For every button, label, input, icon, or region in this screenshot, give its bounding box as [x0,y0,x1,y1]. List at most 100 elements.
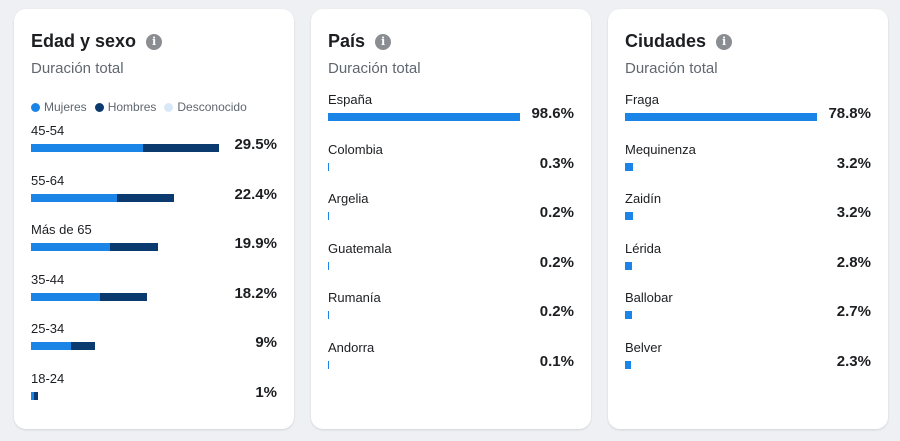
age-gender-title: Edad y sexo [31,31,137,51]
country-row-bar [328,212,329,221]
age-row-25-34: 25-34 9% [31,321,277,371]
city-bar-fill [625,162,633,171]
city-row-label: Lérida [625,240,662,256]
bar-segment-hombres [70,342,95,351]
age-row-35-44: 35-44 18.2% [31,272,277,322]
legend-dot-mujeres [31,102,40,112]
city-rows: Fraga 78.8% Mequinenza 3.2% Zaidín 3.2% Lérida… [625,92,871,390]
country-subtitle: Duración total [328,60,421,77]
age-row-bar [31,144,219,152]
city-row-value: 2.8% [836,253,871,271]
age-row-label: 45-54 [31,123,65,138]
age-gender-card: Edad y sexo i Duración total Mujeres Hom… [14,9,294,429]
country-row-value: 0.2% [539,204,574,222]
bar-segment-hombres [99,292,147,301]
city-row-value: 2.7% [836,303,871,321]
country-row: Guatemala 0.2% [328,241,574,291]
country-bar-fill [328,162,329,171]
country-row-bar [328,113,520,121]
bar-segment-mujeres [31,391,35,400]
city-card: Ciudades i Duración total Fraga 78.8% Mequ… [608,9,888,429]
legend-dot-hombres [94,102,104,112]
age-row-bar [31,193,174,202]
city-row-label: Mequinenza [625,141,696,157]
age-row-value: 1% [255,383,277,401]
info-icon[interactable]: i [716,33,733,50]
age-row-label: Más de 65 [31,222,92,238]
city-row-bar [625,113,817,121]
country-row-label: Colombia [328,141,383,157]
info-icon[interactable]: i [146,33,163,50]
age-row-bar [31,243,158,252]
legend-label-desconocido: Desconocido [177,100,247,114]
city-bar-fill [625,212,633,221]
country-bar-fill [328,311,329,320]
city-title: Ciudades [625,31,707,51]
country-row-value: 0.2% [539,253,574,271]
age-row-value: 29.5% [234,136,277,153]
age-row-value: 18.2% [234,284,277,302]
country-row: Colombia 0.3% [328,142,574,192]
country-row-value: 98.6% [531,105,574,122]
country-bar-fill [328,212,329,221]
country-row-bar [328,360,329,369]
legend-item-mujeres: Mujeres [31,100,87,114]
age-row-más-de-65: Más de 65 19.9% [31,222,277,272]
age-gender-subtitle: Duración total [31,60,124,77]
city-row-bar [625,311,632,320]
city-bar-fill [625,261,632,270]
country-row-value: 0.3% [539,154,574,172]
age-row-label: 35-44 [31,271,65,287]
legend-item-hombres: Hombres [94,100,157,114]
city-bar-fill [625,360,631,369]
country-row-bar [328,162,329,171]
age-row-label: 55-64 [31,172,65,188]
bar-segment-mujeres [31,342,71,351]
bar-segment-mujeres [31,243,111,252]
bar-segment-mujeres [31,193,118,202]
city-row-value: 2.3% [836,352,871,370]
country-row-label: Guatemala [328,240,392,256]
age-row-bar [31,342,95,351]
country-row-value: 0.1% [539,352,574,370]
age-row-18-24: 18-24 1% [31,371,277,421]
country-card: País i Duración total España 98.6% Colombi… [311,9,591,429]
city-row-label: Zaidín [625,191,662,207]
bar-segment-hombres [110,243,158,252]
legend-label-mujeres: Mujeres [44,100,87,114]
age-row-value: 22.4% [234,185,277,203]
city-row-bar [625,162,633,171]
city-row: Zaidín 3.2% [625,191,871,241]
country-rows: España 98.6% Colombia 0.3% Argelia 0.2% Guatem… [328,92,574,390]
city-row-bar [625,212,633,221]
country-bar-fill [328,113,520,121]
city-bar-fill [625,311,632,320]
city-bar-fill [625,113,817,121]
country-row-label: Argelia [328,191,369,207]
city-row-label: Fraga [625,92,659,107]
country-row: Andorra 0.1% [328,340,574,390]
country-row-label: Rumanía [328,290,381,306]
age-rows: 45-54 29.5% 55-64 22.4% Más de 65 19.9% 35-44 1… [31,123,277,421]
country-row-value: 0.2% [539,303,574,321]
country-row: Rumanía 0.2% [328,290,574,340]
age-row-value: 19.9% [234,235,277,253]
legend-label-hombres: Hombres [107,100,157,114]
legend: Mujeres Hombres Desconocido [31,100,255,114]
city-row: Belver 2.3% [625,340,871,390]
city-row-bar [625,360,631,369]
city-row: Mequinenza 3.2% [625,142,871,192]
age-row-value: 9% [255,334,277,352]
bar-segment-hombres [34,391,38,400]
country-row-label: España [328,92,373,107]
country-row: España 98.6% [328,92,574,142]
country-bar-fill [328,261,329,270]
city-row-value: 78.8% [828,105,871,122]
info-icon[interactable]: i [375,33,392,50]
country-bar-fill [328,360,329,369]
bar-segment-mujeres [31,144,144,152]
age-row-label: 18-24 [31,370,65,386]
city-subtitle: Duración total [625,60,718,77]
age-row-bar [31,391,38,400]
country-row-label: Andorra [328,339,375,355]
